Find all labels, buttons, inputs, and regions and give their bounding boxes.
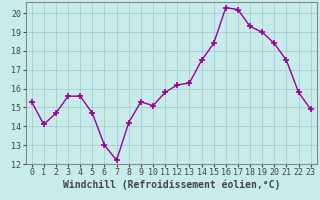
X-axis label: Windchill (Refroidissement éolien,°C): Windchill (Refroidissement éolien,°C) — [62, 180, 280, 190]
